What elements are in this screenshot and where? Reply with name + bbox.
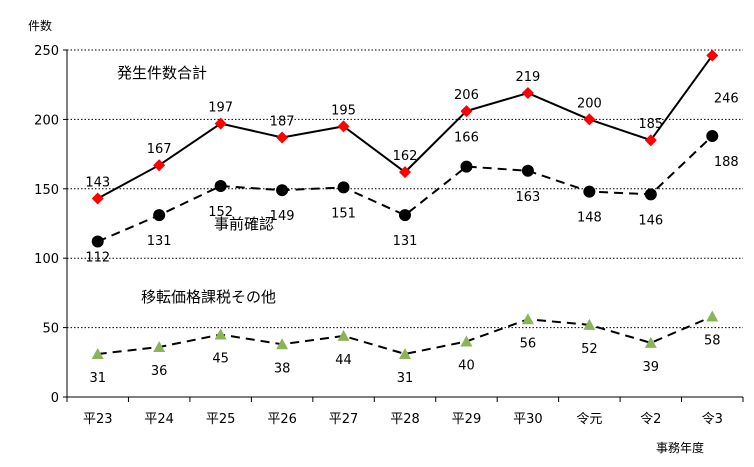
data-point	[276, 338, 289, 350]
data-point	[214, 180, 227, 193]
y-tick-label: 250	[34, 44, 59, 59]
data-label: 112	[85, 251, 110, 266]
data-label: 187	[270, 114, 295, 129]
x-tick-label: 平25	[206, 412, 236, 427]
data-label: 44	[335, 353, 352, 368]
data-label: 167	[147, 142, 172, 157]
data-label: 195	[331, 103, 356, 118]
data-point	[706, 310, 719, 322]
data-point	[91, 192, 104, 205]
y-tick-label: 0	[51, 391, 59, 406]
data-label: 246	[714, 92, 739, 107]
x-tick-label: 平26	[267, 412, 297, 427]
data-label: 38	[274, 361, 291, 376]
data-label: 58	[704, 333, 721, 348]
x-tick-label: 平30	[513, 412, 543, 427]
data-label: 131	[147, 234, 172, 249]
x-tick-label: 平27	[329, 412, 359, 427]
series-name-label-0: 発生件数合計	[117, 64, 207, 82]
x-tick-label: 令2	[640, 412, 661, 427]
x-tick-label: 令3	[702, 412, 723, 427]
data-point	[644, 336, 657, 348]
data-point	[460, 105, 473, 118]
grid-lines	[67, 49, 743, 329]
data-label: 52	[581, 342, 598, 357]
data-point	[91, 235, 104, 248]
series-name-label-2: 移転価格課税その他	[141, 288, 276, 306]
series-group	[91, 49, 719, 359]
data-point	[521, 87, 534, 100]
data-point	[214, 117, 227, 130]
data-point	[706, 130, 719, 143]
data-point	[337, 181, 350, 194]
data-point	[276, 184, 289, 197]
data-label: 197	[208, 101, 233, 116]
data-label: 149	[270, 209, 295, 224]
data-label: 219	[515, 70, 540, 85]
data-point	[399, 347, 411, 359]
data-label: 143	[85, 176, 110, 191]
data-point	[644, 188, 657, 201]
data-point	[460, 335, 473, 347]
axes: 0 50 100 150 200 250 平23 平24 平25 平26 平27 平28 平29 平30 令…	[34, 44, 744, 427]
labels-group: 143 167 197 187 195 162 206 219 200 185 246 112 131 1…	[85, 64, 738, 386]
data-label: 206	[454, 88, 479, 103]
data-point	[644, 134, 657, 147]
data-point	[399, 166, 411, 179]
x-tick-label: 平24	[144, 412, 174, 427]
x-tick-label: 令元	[576, 412, 602, 427]
data-label: 56	[520, 336, 537, 351]
data-label: 151	[331, 206, 356, 221]
y-tick-label: 200	[34, 113, 59, 128]
data-label: 45	[212, 352, 229, 367]
data-point	[337, 120, 350, 133]
y-tick-label: 50	[42, 322, 59, 337]
data-point	[153, 159, 166, 172]
data-point	[460, 160, 473, 173]
data-label: 31	[397, 371, 414, 386]
data-label: 146	[638, 213, 663, 228]
data-point	[337, 329, 350, 341]
data-label: 148	[577, 211, 602, 226]
data-point	[399, 209, 411, 222]
y-tick-label: 150	[34, 183, 59, 198]
x-tick-label: 平23	[83, 412, 113, 427]
data-point	[214, 328, 227, 340]
y-tick-label: 100	[34, 252, 59, 267]
data-label: 200	[577, 96, 602, 111]
data-point	[583, 113, 596, 126]
data-point	[521, 164, 534, 177]
x-tick-label: 平28	[390, 412, 420, 427]
data-point	[583, 318, 596, 330]
series-line-1	[97, 135, 713, 243]
data-label: 166	[454, 131, 479, 146]
data-label: 31	[89, 371, 106, 386]
x-tick-label: 平29	[452, 412, 482, 427]
data-point	[706, 49, 719, 62]
data-label: 185	[638, 117, 663, 132]
data-label: 188	[714, 155, 739, 170]
data-point	[153, 209, 166, 222]
data-label: 40	[458, 358, 475, 373]
data-label: 39	[643, 360, 660, 375]
data-point	[583, 185, 596, 198]
data-label: 162	[393, 149, 418, 164]
data-label: 152	[208, 205, 233, 220]
data-point	[153, 341, 166, 353]
series-name-label-1: 事前確認	[214, 215, 274, 233]
data-point	[91, 347, 104, 359]
data-label: 131	[393, 234, 418, 249]
data-point	[276, 131, 289, 144]
data-label: 36	[151, 364, 168, 379]
data-label: 163	[515, 190, 540, 205]
data-point	[521, 313, 534, 325]
x-axis-title: 事務年度	[656, 440, 704, 455]
y-axis-title: 件数	[28, 18, 52, 33]
